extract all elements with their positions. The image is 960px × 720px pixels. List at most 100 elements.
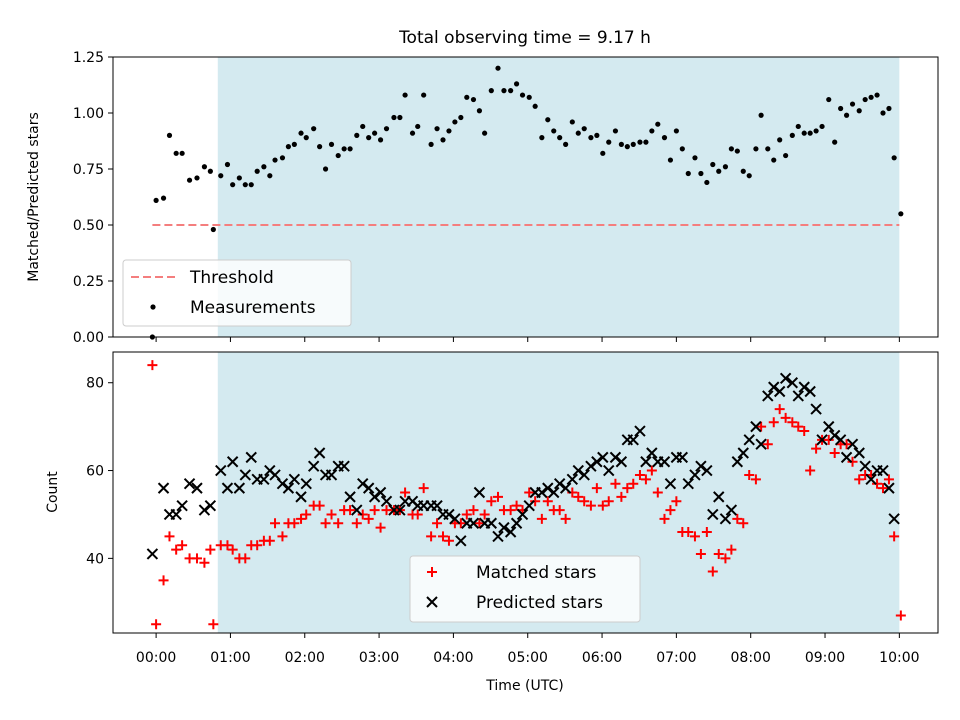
predicted-star-point bbox=[634, 425, 646, 437]
predicted-star-point bbox=[585, 460, 597, 472]
predicted-star-point bbox=[865, 473, 877, 486]
matched-star-point bbox=[762, 439, 773, 450]
matched-star-point bbox=[277, 531, 288, 542]
measurement-point bbox=[557, 135, 563, 141]
matched-star-point bbox=[147, 360, 158, 371]
legend-predicted-label: Predicted stars bbox=[476, 593, 603, 613]
measurement-point bbox=[230, 182, 236, 188]
predicted-star-point bbox=[357, 478, 369, 490]
matched-star-point bbox=[468, 505, 479, 516]
predicted-star-point bbox=[572, 464, 584, 477]
measurement-point bbox=[710, 161, 716, 168]
measurement-point bbox=[415, 123, 421, 130]
matched-star-point bbox=[732, 513, 743, 524]
predicted-star-point bbox=[627, 434, 639, 446]
measurement-point bbox=[716, 168, 722, 174]
predicted-star-point bbox=[198, 504, 211, 516]
matched-star-point bbox=[301, 509, 312, 520]
measurement-point bbox=[801, 130, 807, 136]
predicted-star-point bbox=[786, 377, 799, 389]
predicted-star-point bbox=[743, 434, 755, 446]
measurement-point bbox=[402, 92, 408, 98]
matched-star-point bbox=[345, 505, 356, 516]
predicted-star-point bbox=[362, 482, 375, 494]
predicted-star-point bbox=[591, 456, 603, 468]
measurement-point bbox=[335, 152, 341, 159]
measurement-point bbox=[372, 130, 378, 136]
matched-star-point bbox=[542, 496, 553, 507]
top-y-tick-label: 0.25 bbox=[73, 274, 104, 290]
matched-star-point bbox=[756, 421, 767, 432]
measurement-point bbox=[328, 141, 335, 147]
measurement-point bbox=[789, 132, 795, 138]
matched-star-point bbox=[713, 548, 724, 559]
measurement-point bbox=[207, 168, 213, 174]
measurement-point bbox=[807, 130, 813, 136]
measurement-point bbox=[819, 123, 825, 130]
matched-star-point bbox=[479, 509, 490, 520]
measurement-point bbox=[272, 157, 278, 163]
predicted-star-point bbox=[449, 513, 461, 525]
predicted-star-point bbox=[374, 486, 387, 499]
predicted-star-point bbox=[221, 482, 234, 494]
measurement-point bbox=[551, 128, 557, 134]
measurement-point bbox=[166, 132, 173, 138]
predicted-star-point bbox=[779, 372, 792, 385]
legend-measurements-label: Measurements bbox=[190, 298, 316, 318]
bottom-y-tick-label: 60 bbox=[86, 464, 104, 480]
measurement-point bbox=[606, 139, 612, 145]
predicted-star-point bbox=[498, 521, 510, 534]
predicted-star-point bbox=[725, 504, 738, 516]
predicted-star-point bbox=[566, 473, 579, 486]
measurement-point bbox=[476, 108, 483, 114]
predicted-star-point bbox=[516, 508, 529, 521]
matched-star-point bbox=[438, 531, 448, 542]
predicted-star-point bbox=[467, 517, 480, 529]
matched-star-point bbox=[296, 513, 307, 524]
predicted-star-point bbox=[823, 420, 835, 433]
measurement-point bbox=[482, 130, 488, 136]
matched-star-point bbox=[289, 518, 300, 529]
predicted-star-point bbox=[695, 460, 707, 472]
predicted-star-point bbox=[737, 447, 749, 459]
matched-star-point bbox=[652, 487, 663, 498]
measurement-point bbox=[722, 164, 729, 170]
matched-star-point bbox=[780, 412, 791, 423]
top-legend: Threshold Measurements bbox=[122, 259, 352, 327]
chart-title: Total observing time = 9.17 h bbox=[398, 28, 651, 48]
measurement-point bbox=[311, 126, 317, 132]
measurement-point bbox=[637, 139, 643, 145]
predicted-star-point bbox=[245, 451, 257, 464]
matched-star-point bbox=[320, 518, 331, 529]
matched-star-point bbox=[701, 527, 712, 538]
matched-star-point bbox=[554, 505, 565, 516]
matched-star-point bbox=[252, 540, 263, 551]
predicted-star-point bbox=[351, 504, 363, 516]
measurement-point bbox=[452, 119, 458, 125]
predicted-star-point bbox=[282, 482, 295, 494]
matched-star-point bbox=[768, 417, 779, 428]
measurement-point bbox=[428, 141, 434, 147]
measurement-point bbox=[826, 96, 832, 103]
predicted-star-point bbox=[338, 460, 350, 472]
measurement-point bbox=[488, 88, 494, 94]
matched-star-point bbox=[585, 500, 596, 511]
predicted-star-point bbox=[191, 482, 203, 494]
matched-star-point bbox=[811, 443, 822, 454]
matched-star-point bbox=[455, 518, 466, 529]
predicted-star-point bbox=[834, 434, 847, 446]
measurement-point bbox=[545, 117, 551, 123]
predicted-star-point bbox=[597, 451, 609, 464]
matched-star-point bbox=[351, 518, 362, 529]
bottom-y-tick-label: 40 bbox=[86, 551, 104, 567]
matched-star-point bbox=[524, 487, 535, 498]
measurement-point bbox=[532, 103, 538, 109]
matched-star-point bbox=[314, 500, 325, 511]
measurement-point bbox=[179, 150, 185, 156]
predicted-star-point bbox=[485, 517, 498, 529]
predicted-star-point bbox=[394, 504, 406, 516]
predicted-star-point bbox=[276, 478, 289, 490]
predicted-star-point bbox=[170, 508, 182, 521]
matched-star-point bbox=[640, 474, 651, 485]
measurement-point bbox=[679, 146, 685, 152]
